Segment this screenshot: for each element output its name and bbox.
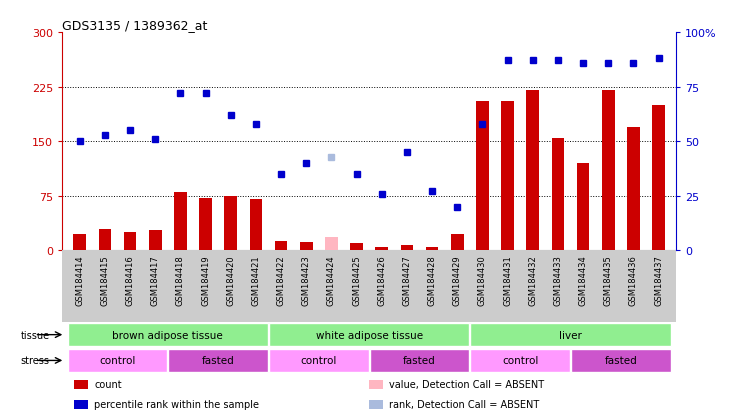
Bar: [124, 233, 137, 251]
Text: value, Detection Call = ABSENT: value, Detection Call = ABSENT: [389, 380, 544, 389]
Text: GSM184418: GSM184418: [176, 254, 185, 305]
Bar: [571, 349, 670, 372]
Text: GSM184419: GSM184419: [201, 254, 210, 305]
Bar: [401, 246, 413, 251]
Text: rank, Detection Call = ABSENT: rank, Detection Call = ABSENT: [389, 399, 539, 409]
Text: GSM184423: GSM184423: [302, 254, 311, 305]
Bar: [174, 193, 186, 251]
Text: white adipose tissue: white adipose tissue: [316, 330, 423, 340]
Bar: [376, 247, 388, 251]
Bar: [602, 91, 615, 251]
Bar: [73, 235, 86, 251]
Text: GSM184421: GSM184421: [251, 254, 260, 305]
Bar: [526, 91, 539, 251]
Text: GSM184424: GSM184424: [327, 254, 336, 305]
Text: fasted: fasted: [403, 356, 436, 366]
Text: GSM184436: GSM184436: [629, 254, 638, 305]
Bar: [68, 349, 167, 372]
Bar: [501, 102, 514, 251]
Bar: [425, 248, 439, 251]
Bar: [269, 349, 368, 372]
Bar: [300, 242, 313, 251]
Text: GSM184428: GSM184428: [428, 254, 436, 305]
Bar: [325, 237, 338, 251]
Bar: [552, 138, 564, 251]
Bar: [369, 380, 382, 389]
Text: GSM184434: GSM184434: [578, 254, 588, 305]
Text: liver: liver: [559, 330, 582, 340]
Text: GSM184414: GSM184414: [75, 254, 84, 305]
Text: control: control: [300, 356, 337, 366]
Text: GSM184429: GSM184429: [452, 254, 462, 305]
Text: GSM184422: GSM184422: [276, 254, 286, 305]
Bar: [369, 399, 382, 409]
Bar: [75, 380, 88, 389]
Text: control: control: [99, 356, 136, 366]
Text: GDS3135 / 1389362_at: GDS3135 / 1389362_at: [62, 19, 208, 32]
Bar: [627, 127, 640, 251]
Bar: [149, 230, 162, 251]
Text: fasted: fasted: [202, 356, 235, 366]
Text: GSM184417: GSM184417: [151, 254, 160, 305]
Bar: [652, 106, 665, 251]
Text: GSM184433: GSM184433: [553, 254, 562, 305]
Text: control: control: [502, 356, 538, 366]
Bar: [470, 323, 670, 347]
Text: fasted: fasted: [605, 356, 637, 366]
Text: GSM184430: GSM184430: [478, 254, 487, 305]
Text: GSM184426: GSM184426: [377, 254, 386, 305]
Text: brown adipose tissue: brown adipose tissue: [113, 330, 223, 340]
Text: GSM184432: GSM184432: [529, 254, 537, 305]
Text: GSM184431: GSM184431: [503, 254, 512, 305]
Bar: [476, 102, 489, 251]
Text: tissue: tissue: [20, 330, 50, 340]
Bar: [370, 349, 469, 372]
Text: GSM184435: GSM184435: [604, 254, 613, 305]
Bar: [224, 196, 237, 251]
Text: stress: stress: [20, 356, 50, 366]
Text: count: count: [94, 380, 121, 389]
Bar: [75, 399, 88, 409]
Bar: [350, 244, 363, 251]
Bar: [577, 164, 589, 251]
Text: GSM184416: GSM184416: [126, 254, 135, 305]
Text: GSM184427: GSM184427: [402, 254, 412, 305]
Bar: [470, 349, 570, 372]
Bar: [168, 349, 268, 372]
Bar: [249, 200, 262, 251]
Text: GSM184437: GSM184437: [654, 254, 663, 305]
Bar: [99, 229, 111, 251]
Text: GSM184415: GSM184415: [100, 254, 110, 305]
Text: GSM184425: GSM184425: [352, 254, 361, 305]
Bar: [68, 323, 268, 347]
Text: percentile rank within the sample: percentile rank within the sample: [94, 399, 259, 409]
Bar: [200, 199, 212, 251]
Bar: [275, 241, 287, 251]
Bar: [451, 235, 463, 251]
Text: GSM184420: GSM184420: [226, 254, 235, 305]
Bar: [269, 323, 469, 347]
